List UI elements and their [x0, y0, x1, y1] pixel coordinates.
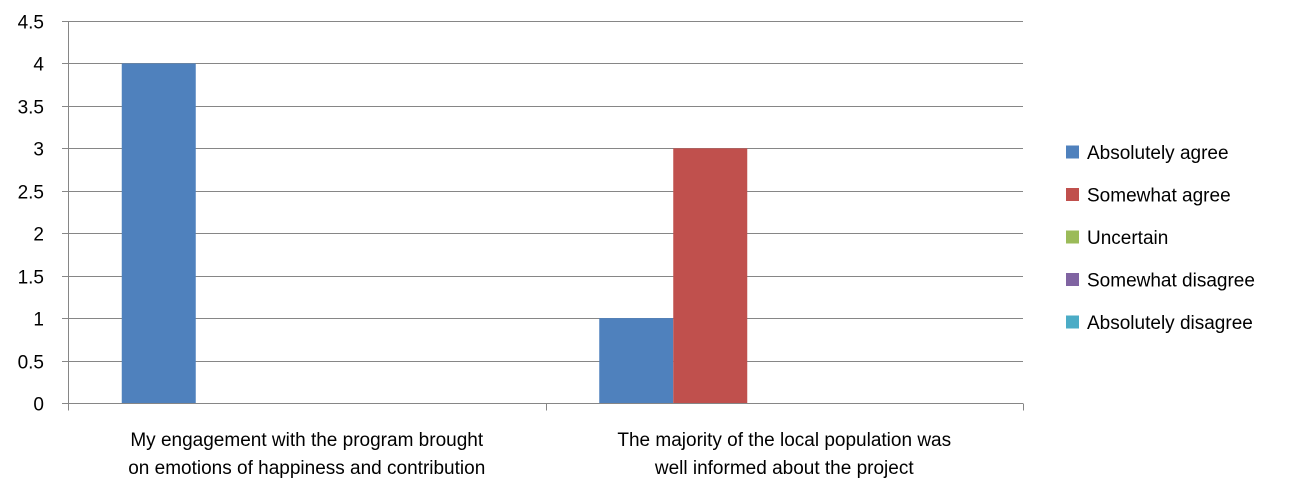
axes [62, 21, 1024, 411]
legend-label: Somewhat disagree [1087, 271, 1255, 292]
legend-swatch [1066, 315, 1079, 329]
y-tick-label: 1 [33, 310, 44, 331]
y-tick-label: 3.5 [18, 98, 44, 119]
legend-item: Absolutely agree [1066, 143, 1229, 164]
y-tick-label: 2.5 [18, 183, 44, 204]
legend-item: Somewhat agree [1066, 186, 1231, 207]
y-tick-label: 0.5 [18, 353, 44, 374]
legend-label: Absolutely disagree [1087, 313, 1253, 334]
y-tick-label: 2 [33, 225, 44, 246]
bars [121, 63, 748, 403]
legend-swatch [1066, 230, 1079, 244]
bar-absolutely-agree [599, 318, 674, 403]
x-category-label-line: well informed about the project [654, 458, 914, 479]
bar-somewhat-agree [673, 148, 748, 403]
x-category-label: The majority of the local population was… [617, 430, 951, 479]
legend-item: Absolutely disagree [1066, 313, 1253, 334]
x-axis-category-labels: My engagement with the program brought on… [128, 430, 951, 479]
x-category-label-line: The majority of the local population was [617, 430, 951, 451]
y-axis-tick-labels: 0 0.5 1 1.5 2 2.5 3 3.5 4 4.5 [18, 13, 45, 416]
legend-label: Somewhat agree [1087, 186, 1231, 207]
x-category-label: My engagement with the program brought on… [128, 430, 485, 479]
gridlines [68, 21, 1023, 362]
legend-swatch [1066, 273, 1079, 286]
x-category-label-line: on emotions of happiness and contributio… [128, 458, 485, 479]
legend-swatch [1066, 145, 1079, 159]
y-tick-label: 1.5 [18, 268, 44, 289]
y-tick-label: 4.5 [18, 13, 44, 34]
legend-item: Uncertain [1066, 228, 1168, 249]
y-tick-label: 4 [33, 55, 44, 76]
x-category-label-line: My engagement with the program brought [130, 430, 483, 451]
legend-label: Absolutely agree [1087, 143, 1229, 164]
legend-swatch [1066, 188, 1079, 201]
legend: Absolutely agree Somewhat agree Uncertain S… [1066, 143, 1255, 334]
y-tick-label: 3 [33, 140, 44, 161]
legend-label: Uncertain [1087, 228, 1168, 249]
legend-item: Somewhat disagree [1066, 271, 1255, 292]
y-tick-label: 0 [33, 395, 44, 416]
bar-absolutely-agree [121, 63, 196, 403]
